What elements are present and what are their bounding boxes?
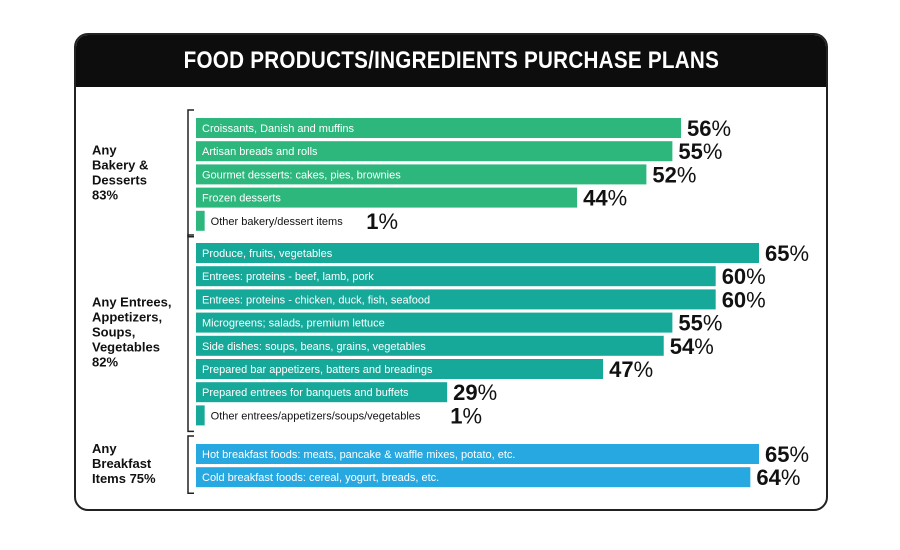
bar <box>196 141 673 162</box>
group-label-line: 83% <box>92 187 118 202</box>
bar <box>196 210 205 231</box>
bar-value-label: 65% <box>765 241 809 266</box>
bar-category-label: Entrees: proteins - chicken, duck, fish,… <box>202 294 430 306</box>
bar-category-label: Cold breakfast foods: cereal, yogurt, br… <box>202 472 439 484</box>
bar <box>196 312 673 333</box>
group-label-line: Soups, <box>92 325 135 340</box>
bar-value-label: 55% <box>678 311 722 336</box>
bar-value-label: 60% <box>722 287 766 312</box>
bar-category-label: Frozen desserts <box>202 193 281 205</box>
bar-value-label: 54% <box>670 334 714 359</box>
group-bracket <box>187 435 194 494</box>
bar <box>196 444 759 464</box>
group-label-line: Bakery & <box>92 157 148 172</box>
bar-category-label: Gourmet desserts: cakes, pies, brownies <box>202 169 401 181</box>
bar-value-label: 64% <box>756 465 800 490</box>
bar-category-label: Croissants, Danish and muffins <box>202 123 355 135</box>
chart-title-bar: FOOD PRODUCTS/INGREDIENTS PURCHASE PLANS <box>76 35 826 87</box>
bar-value-label: 55% <box>678 139 722 164</box>
bar-category-label: Prepared bar appetizers, batters and bre… <box>202 364 433 376</box>
bar-value-label: 1% <box>450 403 482 428</box>
bar-category-label: Side dishes: soups, beans, grains, veget… <box>202 341 426 353</box>
group-label-line: Vegetables <box>92 340 160 355</box>
bar <box>196 335 664 356</box>
bar-value-label: 47% <box>609 357 653 382</box>
bar-value-label: 56% <box>687 116 731 141</box>
bar-group-2: Any Entrees,Appetizers,Soups,Vegetables8… <box>92 234 809 433</box>
bar <box>196 164 647 185</box>
bar-category-label: Entrees: proteins - beef, lamb, pork <box>202 271 374 283</box>
bar-category-label: Other entrees/appetizers/soups/vegetable… <box>211 410 421 422</box>
bar-value-label: 60% <box>722 264 766 289</box>
group-label-line: Desserts <box>92 172 147 187</box>
group-label-line: Any <box>92 441 117 456</box>
group-label-line: Appetizers, <box>92 310 162 325</box>
bar <box>196 359 604 379</box>
bar <box>196 243 759 263</box>
bar-category-label: Artisan breads and rolls <box>202 146 318 158</box>
bar <box>196 467 751 488</box>
group-label-line: Any Entrees, <box>92 295 171 310</box>
bar <box>196 289 716 310</box>
group-bracket <box>187 109 194 238</box>
bar-category-label: Prepared entrees for banquets and buffet… <box>202 387 409 399</box>
group-bracket <box>187 234 194 433</box>
bar-value-label: 65% <box>765 442 809 467</box>
bar-category-label: Other bakery/dessert items <box>211 216 344 228</box>
bar-category-label: Microgreens; salads, premium lettuce <box>202 318 385 330</box>
bar-value-label: 1% <box>366 209 398 234</box>
chart-card: FOOD PRODUCTS/INGREDIENTS PURCHASE PLANS… <box>74 33 828 511</box>
bar-value-label: 29% <box>453 380 497 405</box>
group-label-line: Breakfast <box>92 456 152 471</box>
bar <box>196 118 682 138</box>
bar-category-label: Produce, fruits, vegetables <box>202 248 333 260</box>
bar <box>196 266 716 287</box>
bar <box>196 187 578 208</box>
group-label-line: Any <box>92 142 117 157</box>
bar-value-label: 52% <box>652 162 696 187</box>
bar <box>196 405 205 426</box>
group-label-line: 82% <box>92 355 118 370</box>
chart-title: FOOD PRODUCTS/INGREDIENTS PURCHASE PLANS <box>183 47 719 74</box>
bar <box>196 382 448 403</box>
bar-category-label: Hot breakfast foods: meats, pancake & wa… <box>202 449 515 461</box>
group-label-line: Items 75% <box>92 471 156 486</box>
bar-value-label: 44% <box>583 186 627 211</box>
